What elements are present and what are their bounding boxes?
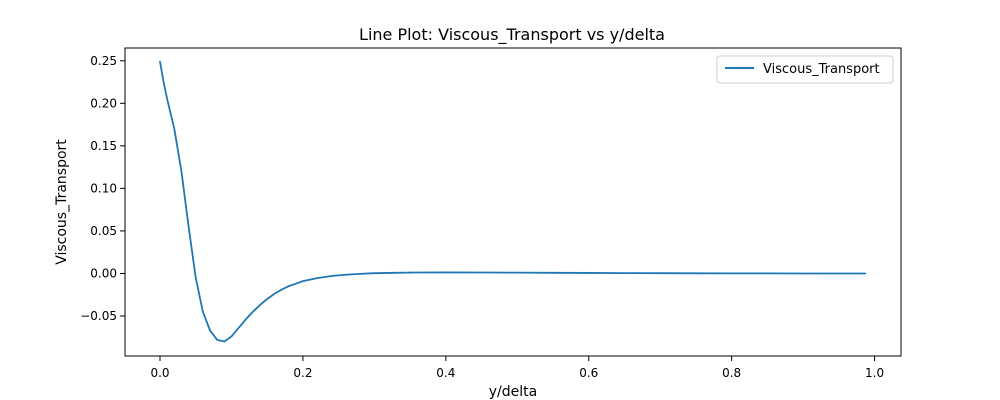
y-axis-label: Viscous_Transport	[54, 139, 70, 265]
y-tick-label: −0.05	[80, 309, 117, 323]
chart-title: Line Plot: Viscous_Transport vs y/delta	[359, 25, 665, 45]
y-tick-label: 0.15	[90, 139, 117, 153]
x-tick-label: 0.8	[722, 366, 741, 380]
y-tick-label: 0.00	[90, 266, 117, 280]
y-tick-label: 0.10	[90, 181, 117, 195]
legend-label: Viscous_Transport	[763, 62, 880, 77]
series-line-viscous-transport	[159, 60, 867, 343]
x-tick-label: 0.4	[436, 366, 455, 380]
plot-area	[159, 60, 867, 343]
x-tick-label: 0.2	[293, 366, 312, 380]
legend-box	[716, 55, 894, 84]
y-tick-label: 0.05	[90, 224, 117, 238]
y-tick-label: 0.20	[90, 96, 117, 110]
x-axis: 0.0 0.2 0.4 0.6 0.8 1.0	[150, 356, 884, 380]
legend: Viscous_Transport	[716, 55, 894, 84]
axes-frame	[124, 47, 902, 357]
y-tick-label: 0.25	[90, 54, 117, 68]
x-tick-label: 1.0	[865, 366, 884, 380]
x-tick-label: 0.0	[150, 366, 169, 380]
x-axis-label: y/delta	[489, 384, 537, 400]
y-axis: −0.05 0.00 0.05 0.10 0.15 0.20 0.25	[80, 54, 125, 323]
x-tick-label: 0.6	[579, 366, 598, 380]
